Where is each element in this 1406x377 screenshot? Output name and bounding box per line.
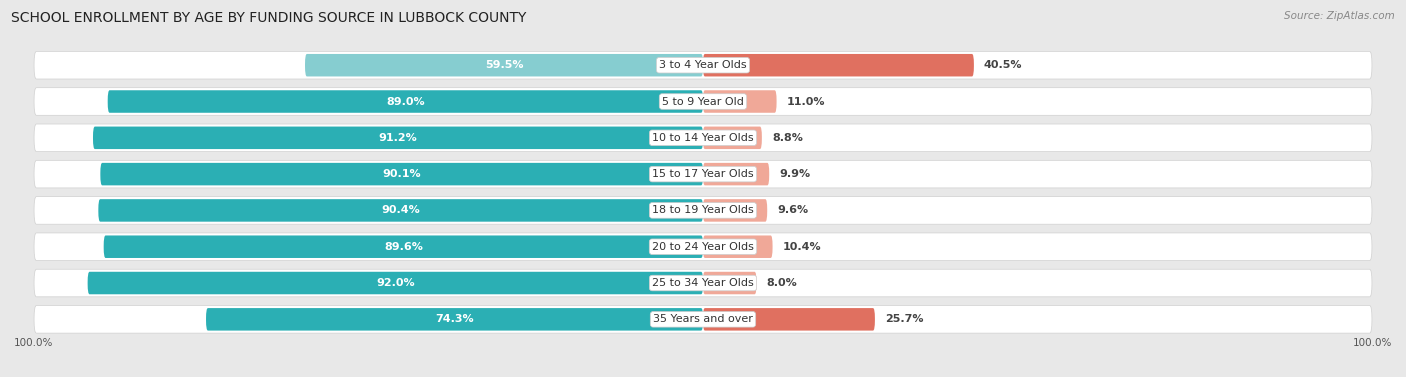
Text: 92.0%: 92.0%	[375, 278, 415, 288]
Text: SCHOOL ENROLLMENT BY AGE BY FUNDING SOURCE IN LUBBOCK COUNTY: SCHOOL ENROLLMENT BY AGE BY FUNDING SOUR…	[11, 11, 527, 25]
FancyBboxPatch shape	[703, 236, 772, 258]
FancyBboxPatch shape	[703, 308, 875, 331]
Text: 9.9%: 9.9%	[779, 169, 810, 179]
Text: 91.2%: 91.2%	[378, 133, 418, 143]
FancyBboxPatch shape	[98, 199, 703, 222]
FancyBboxPatch shape	[34, 305, 1372, 333]
Text: 59.5%: 59.5%	[485, 60, 523, 70]
Text: 40.5%: 40.5%	[984, 60, 1022, 70]
Text: 18 to 19 Year Olds: 18 to 19 Year Olds	[652, 205, 754, 215]
Text: 74.3%: 74.3%	[436, 314, 474, 324]
FancyBboxPatch shape	[34, 269, 1372, 297]
Text: 90.4%: 90.4%	[381, 205, 420, 215]
Text: 11.0%: 11.0%	[786, 97, 825, 107]
FancyBboxPatch shape	[100, 163, 703, 185]
Text: 5 to 9 Year Old: 5 to 9 Year Old	[662, 97, 744, 107]
Text: 25 to 34 Year Olds: 25 to 34 Year Olds	[652, 278, 754, 288]
Text: 15 to 17 Year Olds: 15 to 17 Year Olds	[652, 169, 754, 179]
FancyBboxPatch shape	[34, 233, 1372, 261]
Text: 89.6%: 89.6%	[384, 242, 423, 252]
FancyBboxPatch shape	[93, 127, 703, 149]
FancyBboxPatch shape	[703, 90, 776, 113]
Legend: Public School, Private School: Public School, Private School	[586, 375, 820, 377]
FancyBboxPatch shape	[108, 90, 703, 113]
Text: 25.7%: 25.7%	[884, 314, 924, 324]
Text: 20 to 24 Year Olds: 20 to 24 Year Olds	[652, 242, 754, 252]
Text: 10.4%: 10.4%	[783, 242, 821, 252]
Text: 8.8%: 8.8%	[772, 133, 803, 143]
FancyBboxPatch shape	[104, 236, 703, 258]
FancyBboxPatch shape	[703, 199, 768, 222]
FancyBboxPatch shape	[207, 308, 703, 331]
Text: 100.0%: 100.0%	[1353, 338, 1392, 348]
FancyBboxPatch shape	[34, 88, 1372, 115]
FancyBboxPatch shape	[87, 272, 703, 294]
Text: 100.0%: 100.0%	[14, 338, 53, 348]
Text: 90.1%: 90.1%	[382, 169, 420, 179]
Text: 8.0%: 8.0%	[766, 278, 797, 288]
FancyBboxPatch shape	[34, 124, 1372, 152]
FancyBboxPatch shape	[703, 127, 762, 149]
FancyBboxPatch shape	[703, 54, 974, 77]
Text: Source: ZipAtlas.com: Source: ZipAtlas.com	[1284, 11, 1395, 21]
Text: 3 to 4 Year Olds: 3 to 4 Year Olds	[659, 60, 747, 70]
FancyBboxPatch shape	[34, 197, 1372, 224]
FancyBboxPatch shape	[703, 163, 769, 185]
FancyBboxPatch shape	[34, 51, 1372, 79]
Text: 35 Years and over: 35 Years and over	[652, 314, 754, 324]
FancyBboxPatch shape	[305, 54, 703, 77]
Text: 10 to 14 Year Olds: 10 to 14 Year Olds	[652, 133, 754, 143]
FancyBboxPatch shape	[34, 160, 1372, 188]
FancyBboxPatch shape	[703, 272, 756, 294]
Text: 89.0%: 89.0%	[387, 97, 425, 107]
Text: 9.6%: 9.6%	[778, 205, 808, 215]
